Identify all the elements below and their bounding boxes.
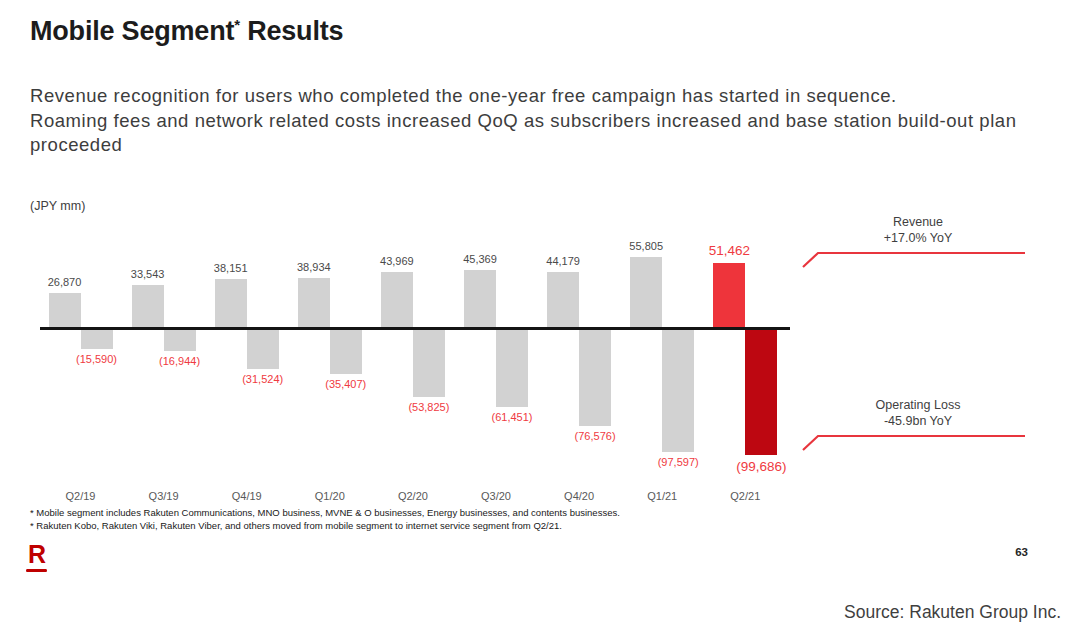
category-label: Q1/20 — [295, 490, 365, 502]
loss-value-label: (76,576) — [550, 430, 640, 442]
loss-bar — [330, 330, 362, 374]
revenue-value-label: 45,369 — [435, 253, 525, 265]
loss-bar — [579, 330, 611, 426]
revenue-bar — [464, 270, 496, 327]
loss-bar — [81, 330, 113, 349]
revenue-bar — [713, 263, 745, 327]
category-label: Q3/19 — [129, 490, 199, 502]
category-label: Q4/20 — [544, 490, 614, 502]
category-label: Q4/19 — [212, 490, 282, 502]
category-label: Q2/21 — [710, 490, 780, 502]
revenue-bar — [132, 285, 164, 327]
revenue-value-label: 38,151 — [186, 262, 276, 274]
loss-bar — [662, 330, 694, 452]
loss-value-label: (15,590) — [52, 353, 142, 365]
revenue-value-label: 33,543 — [103, 268, 193, 280]
loss-bar — [745, 330, 777, 455]
loss-bar — [164, 330, 196, 351]
revenue-value-label: 38,934 — [269, 261, 359, 273]
revenue-bar — [298, 278, 330, 327]
revenue-value-label: 26,870 — [20, 276, 110, 288]
loss-value-label: (16,944) — [135, 355, 225, 367]
footnote-1: * Mobile segment includes Rakuten Commun… — [30, 507, 620, 520]
operating-loss-annotation-value: -45.9bn YoY — [793, 414, 1043, 430]
slide: Mobile Segment* Results Revenue recognit… — [0, 0, 1079, 638]
footnote-2: * Rakuten Kobo, Rakuten Viki, Rakuten Vi… — [30, 520, 620, 533]
loss-bar — [413, 330, 445, 397]
revenue-annotation-value: +17.0% YoY — [793, 231, 1043, 247]
revenue-bar — [630, 257, 662, 327]
revenue-annotation-title: Revenue — [793, 215, 1043, 231]
revenue-bar — [381, 272, 413, 327]
revenue-value-label: 51,462 — [684, 243, 774, 258]
page-number: 63 — [1000, 546, 1028, 558]
revenue-value-label: 55,805 — [601, 240, 691, 252]
bar-chart: 26,870 (15,590) Q2/19 33,543 (16,944) Q3/19 38… — [0, 0, 1079, 638]
operating-loss-annotation-title: Operating Loss — [793, 398, 1043, 414]
revenue-bar — [215, 279, 247, 327]
category-label: Q1/21 — [627, 490, 697, 502]
category-label: Q2/19 — [46, 490, 116, 502]
revenue-bar — [547, 272, 579, 327]
loss-value-label: (53,825) — [384, 401, 474, 413]
category-label: Q3/20 — [461, 490, 531, 502]
source-caption: Source: Rakuten Group Inc. — [844, 602, 1061, 623]
footnotes: * Mobile segment includes Rakuten Commun… — [30, 507, 620, 532]
operating-loss-annotation: Operating Loss -45.9bn YoY — [793, 398, 1043, 429]
loss-bar — [247, 330, 279, 369]
loss-value-label: (31,524) — [218, 373, 308, 385]
loss-value-label: (97,597) — [633, 456, 723, 468]
revenue-value-label: 43,969 — [352, 255, 442, 267]
loss-bar — [496, 330, 528, 407]
revenue-bar — [49, 293, 81, 327]
category-label: Q2/20 — [378, 490, 448, 502]
rakuten-logo: R — [28, 540, 46, 569]
loss-value-label: (61,451) — [467, 411, 557, 423]
revenue-annotation: Revenue +17.0% YoY — [793, 215, 1043, 246]
loss-value-label: (99,686) — [716, 459, 806, 474]
loss-value-label: (35,407) — [301, 378, 391, 390]
x-axis-line — [40, 327, 790, 330]
revenue-value-label: 44,179 — [518, 255, 608, 267]
rakuten-logo-underline — [26, 569, 47, 572]
